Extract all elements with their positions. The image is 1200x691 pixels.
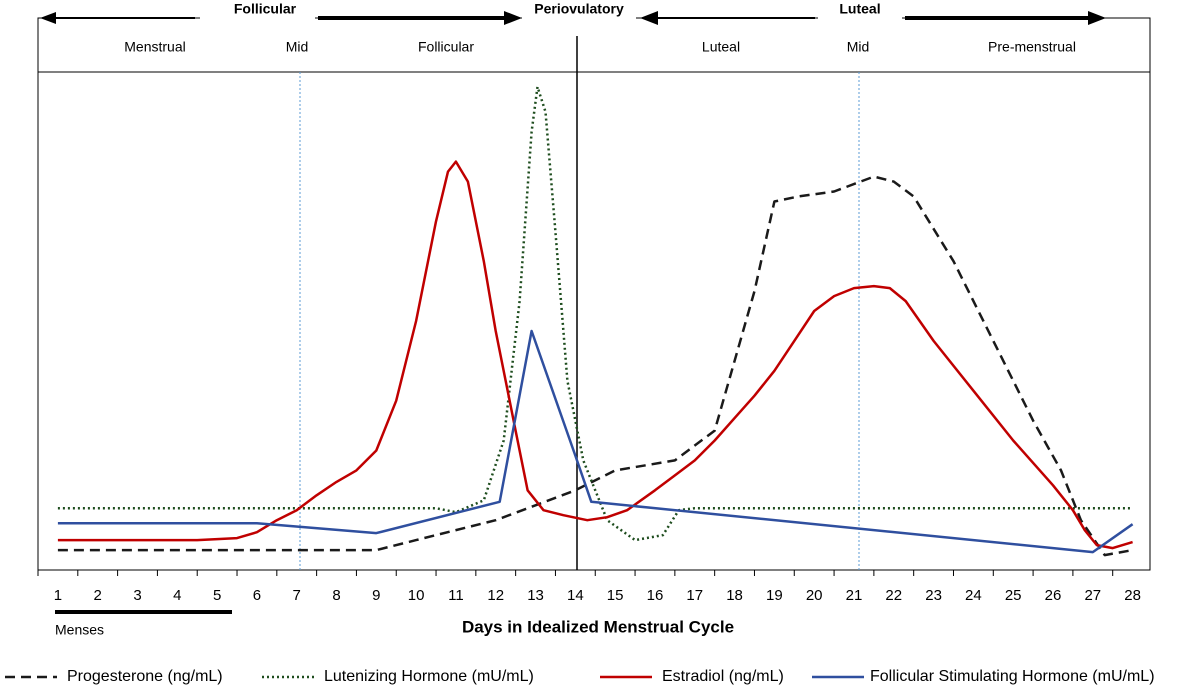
phase-label: Mid [847,39,870,55]
phase-arrows [40,11,1106,25]
phase-top-label: Luteal [839,1,880,17]
x-tick-label: 17 [686,587,703,604]
x-tick-label: 2 [94,587,102,604]
x-tick-label: 6 [253,587,261,604]
phase-label: Pre-menstrual [988,39,1076,55]
x-tick-label: 19 [766,587,783,604]
x-axis-title: Days in Idealized Menstrual Cycle [462,617,734,636]
x-tick-label: 15 [607,587,624,604]
x-tick-label: 5 [213,587,221,604]
x-tick-label: 7 [293,587,301,604]
x-tick-label: 21 [846,587,863,604]
menses-label: Menses [55,622,104,638]
x-tick-label: 11 [448,587,464,604]
legend-label: Lutenizing Hormone (mU/mL) [324,668,534,685]
label-bg [522,0,636,20]
x-tick-label: 25 [1005,587,1022,604]
x-tick-label: 27 [1084,587,1101,604]
phase-label: Mid [286,39,309,55]
series-line [57,160,1133,550]
series-line [57,329,1134,554]
x-tick-label: 10 [408,587,425,604]
series-line [57,175,1133,557]
phase-label: Follicular [418,39,474,55]
x-tick-label: 23 [925,587,942,604]
plot-area [37,71,1151,571]
phase-header [37,17,1151,73]
x-tick-label: 13 [527,587,544,604]
x-tick-label: 16 [647,587,664,604]
phase-label: Menstrual [124,39,185,55]
x-tick-label: 24 [965,587,982,604]
x-tick-label: 1 [54,587,62,604]
x-tick-label: 3 [133,587,141,604]
legend-label: Estradiol (ng/mL) [662,668,784,685]
series-line [57,85,1133,542]
x-tick-label: 22 [885,587,902,604]
legend-label: Progesterone (ng/mL) [67,668,223,685]
x-tick-label: 4 [173,587,181,604]
x-tick-label: 9 [372,587,380,604]
x-tick-label: 8 [332,587,340,604]
x-tick-label: 28 [1124,587,1141,604]
label-bg [818,0,902,20]
x-tick-label: 20 [806,587,823,604]
phase-label: Luteal [702,39,740,55]
phase-top-label: Periovulatory [534,1,624,17]
legend-label: Follicular Stimulating Hormone (mU/mL) [870,668,1155,685]
x-tick-label: 26 [1045,587,1062,604]
x-tick-label: 12 [487,587,504,604]
phase-top-label: Follicular [234,1,297,17]
label-bg [200,0,315,20]
x-tick-label: 18 [726,587,743,604]
x-tick-label: 14 [567,587,584,604]
